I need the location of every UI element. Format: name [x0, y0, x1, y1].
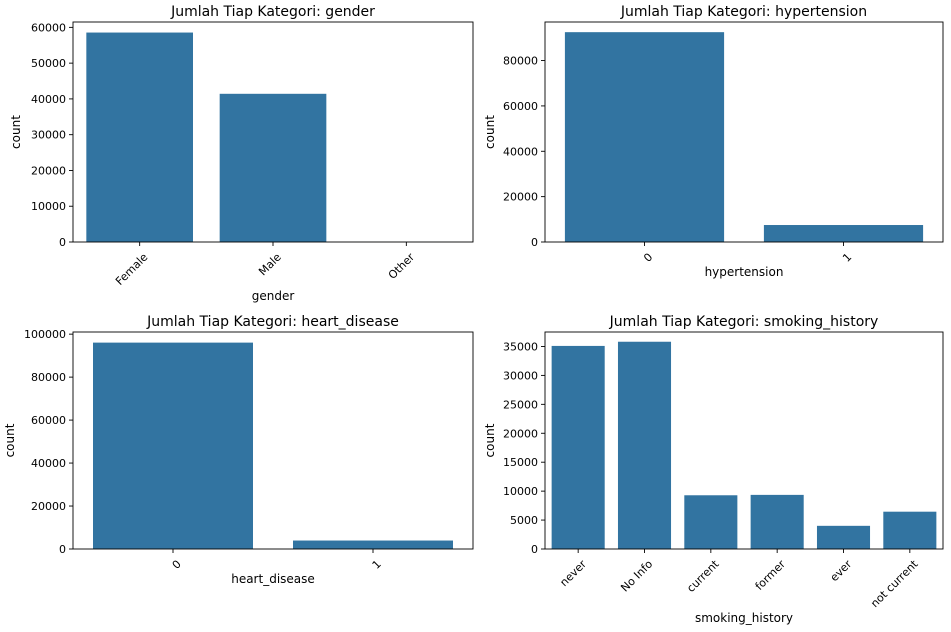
bar-not-current	[883, 511, 937, 549]
y-axis-label: count	[483, 115, 497, 149]
x-tick-label: Male	[256, 250, 284, 278]
bar-former	[750, 494, 804, 549]
bar-female	[86, 32, 193, 242]
x-tick-label: former	[753, 557, 789, 593]
y-tick-label: 50000	[31, 57, 66, 70]
x-axis-label: hypertension	[705, 265, 784, 279]
x-tick-label: not current	[868, 557, 921, 610]
x-tick-label: 0	[170, 558, 184, 572]
x-tick-label: 1	[370, 558, 384, 572]
x-tick-label: 1	[840, 251, 854, 265]
x-tick-label: never	[557, 557, 589, 589]
y-tick-label: 20000	[31, 500, 66, 513]
y-axis-label: count	[9, 115, 23, 149]
x-axis-label: smoking_history	[695, 611, 793, 625]
y-tick-label: 60000	[31, 21, 66, 34]
chart-panel-2: 0 20000 40000 60000 80000 0 1 Jumlah Tiap Kateg…	[483, 4, 944, 279]
x-tick-label: No Info	[618, 557, 655, 594]
bar-1	[293, 540, 453, 549]
x-axis-label: gender	[252, 289, 295, 303]
x-tick-label: 0	[641, 251, 655, 265]
y-tick-label: 0	[531, 543, 538, 556]
y-tick-label: 25000	[503, 398, 538, 411]
plot-frame	[544, 331, 944, 550]
chart-title: Jumlah Tiap Kategori: heart_disease	[146, 314, 399, 330]
x-axis-label: heart_disease	[231, 572, 315, 586]
bar-current	[684, 495, 738, 549]
bar-no-info	[617, 341, 672, 549]
plot-frame	[544, 21, 944, 243]
y-tick-label: 20000	[31, 164, 66, 177]
bar-1	[763, 225, 924, 242]
x-tick-label: current	[684, 557, 722, 595]
y-tick-label: 80000	[31, 371, 66, 384]
chart-title: Jumlah Tiap Kategori: smoking_history	[609, 314, 879, 330]
y-tick-label: 30000	[503, 369, 538, 382]
y-tick-label: 20000	[503, 427, 538, 440]
chart-title: Jumlah Tiap Kategori: hypertension	[620, 4, 867, 20]
x-tick-label: Other	[386, 250, 418, 282]
y-axis-label: count	[483, 423, 497, 457]
chart-panel-4: 0 5000 10000 15000 20000 25000 30000 35000 never…	[483, 314, 944, 625]
bar-0	[564, 32, 725, 242]
bar-0	[93, 342, 253, 549]
chart-panel-1: 0 10000 20000 30000 40000 50000 60000 Female Mal…	[9, 4, 474, 303]
y-axis-label: count	[3, 423, 17, 457]
y-tick-label: 60000	[503, 100, 538, 113]
bar-never	[551, 345, 605, 549]
y-tick-label: 0	[531, 236, 538, 249]
y-tick-label: 40000	[31, 93, 66, 106]
y-tick-label: 80000	[503, 55, 538, 68]
y-tick-label: 10000	[503, 485, 538, 498]
chart-title: Jumlah Tiap Kategori: gender	[170, 4, 375, 20]
y-tick-label: 40000	[31, 457, 66, 470]
y-tick-label: 60000	[31, 414, 66, 427]
bar-ever	[816, 525, 871, 549]
y-tick-label: 0	[59, 543, 66, 556]
y-tick-label: 5000	[510, 514, 538, 527]
x-tick-label: Female	[113, 250, 150, 287]
y-tick-label: 40000	[503, 145, 538, 158]
y-tick-label: 20000	[503, 191, 538, 204]
y-tick-label: 35000	[503, 340, 538, 353]
chart-panel-3: 0 20000 40000 60000 80000 100000 0 1 Jumlah Tiap…	[3, 314, 474, 586]
y-tick-label: 100000	[24, 328, 66, 341]
y-tick-label: 15000	[503, 456, 538, 469]
x-tick-label: ever	[828, 557, 855, 584]
bar-male	[219, 93, 327, 242]
y-tick-label: 0	[59, 236, 66, 249]
y-tick-label: 10000	[31, 200, 66, 213]
y-tick-label: 30000	[31, 129, 66, 142]
plot-frame	[72, 331, 474, 550]
